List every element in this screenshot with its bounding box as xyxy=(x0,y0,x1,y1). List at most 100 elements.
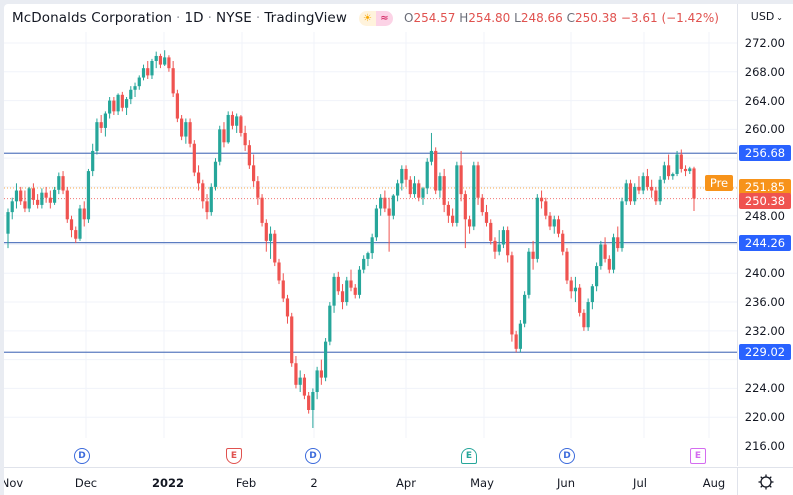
candle[interactable] xyxy=(446,201,450,223)
candle[interactable] xyxy=(167,55,171,72)
candle[interactable] xyxy=(383,190,387,213)
candle[interactable] xyxy=(116,93,120,115)
candle[interactable] xyxy=(425,158,429,195)
candle[interactable] xyxy=(459,150,463,202)
candle[interactable] xyxy=(645,168,650,191)
candle[interactable] xyxy=(44,186,48,203)
candle[interactable] xyxy=(544,197,548,220)
candle[interactable] xyxy=(213,158,218,191)
candle[interactable] xyxy=(366,251,370,267)
candle[interactable] xyxy=(129,86,133,105)
candle[interactable] xyxy=(455,161,459,227)
candle[interactable] xyxy=(484,204,489,227)
candle[interactable] xyxy=(658,176,662,205)
market-status[interactable]: ☀ ≈ xyxy=(358,10,393,26)
earnings-event-icon[interactable]: E xyxy=(226,448,242,464)
candle[interactable] xyxy=(137,75,141,90)
candle[interactable] xyxy=(662,161,666,184)
candle[interactable] xyxy=(307,392,311,414)
candle[interactable] xyxy=(243,125,247,151)
candle[interactable] xyxy=(573,276,578,303)
candle[interactable] xyxy=(379,194,383,216)
candle[interactable] xyxy=(298,370,302,393)
candle[interactable] xyxy=(226,111,230,144)
candle[interactable] xyxy=(421,186,425,205)
candle[interactable] xyxy=(412,176,417,198)
candle[interactable] xyxy=(675,150,679,177)
candle[interactable] xyxy=(57,172,61,195)
candle[interactable] xyxy=(23,190,27,213)
candle[interactable] xyxy=(467,215,472,234)
candle[interactable] xyxy=(120,91,124,112)
candle[interactable] xyxy=(535,194,539,263)
candle[interactable] xyxy=(65,186,69,223)
candle[interactable] xyxy=(328,302,332,346)
candle[interactable] xyxy=(36,194,40,209)
candle[interactable] xyxy=(171,60,175,97)
currency-selector[interactable]: USD ⌄ xyxy=(750,10,783,23)
candle[interactable] xyxy=(514,330,518,353)
candle[interactable] xyxy=(95,118,99,155)
candle[interactable] xyxy=(103,111,107,137)
candle[interactable] xyxy=(595,262,599,292)
candle[interactable] xyxy=(196,165,201,191)
candle[interactable] xyxy=(323,338,328,382)
candle[interactable] xyxy=(6,208,10,249)
candle[interactable] xyxy=(345,276,349,306)
candle[interactable] xyxy=(247,140,251,169)
sun-icon[interactable]: ☀ xyxy=(358,10,376,26)
candle[interactable] xyxy=(340,284,345,310)
candle[interactable] xyxy=(472,161,476,231)
candle[interactable] xyxy=(523,291,527,328)
candlestick-plot[interactable] xyxy=(4,4,737,438)
candle[interactable] xyxy=(141,64,146,81)
candle[interactable] xyxy=(290,312,294,367)
candle[interactable] xyxy=(624,179,628,205)
candle[interactable] xyxy=(438,172,442,198)
candle[interactable] xyxy=(112,96,116,115)
candle[interactable] xyxy=(180,114,184,141)
candle[interactable] xyxy=(497,230,501,256)
candle[interactable] xyxy=(391,194,395,220)
candle[interactable] xyxy=(82,201,86,227)
candle[interactable] xyxy=(362,255,366,274)
candle[interactable] xyxy=(582,309,586,331)
candle[interactable] xyxy=(637,176,641,195)
candle[interactable] xyxy=(692,166,696,211)
candle[interactable] xyxy=(273,230,277,267)
candle[interactable] xyxy=(311,388,315,428)
candle[interactable] xyxy=(671,172,675,180)
candle[interactable] xyxy=(616,226,620,252)
candle[interactable] xyxy=(552,215,556,234)
candle[interactable] xyxy=(603,237,607,263)
candle[interactable] xyxy=(239,114,243,137)
candle[interactable] xyxy=(501,226,506,249)
candle[interactable] xyxy=(315,366,319,400)
candle[interactable] xyxy=(417,179,421,202)
candle[interactable] xyxy=(163,50,167,67)
candle[interactable] xyxy=(61,171,65,195)
candle[interactable] xyxy=(548,212,552,231)
candle[interactable] xyxy=(633,183,637,205)
candle[interactable] xyxy=(146,60,150,79)
candle[interactable] xyxy=(357,266,362,299)
candle[interactable] xyxy=(404,165,408,187)
candle[interactable] xyxy=(52,186,57,205)
candle[interactable] xyxy=(489,219,493,245)
candle[interactable] xyxy=(654,186,658,205)
candle[interactable] xyxy=(14,183,19,209)
candle[interactable] xyxy=(31,183,36,205)
candle[interactable] xyxy=(158,53,163,69)
candle[interactable] xyxy=(78,204,82,241)
candle[interactable] xyxy=(476,161,480,205)
candle[interactable] xyxy=(281,273,285,303)
candle[interactable] xyxy=(252,154,256,187)
earnings-event-icon[interactable]: E xyxy=(461,448,477,464)
candle[interactable] xyxy=(91,143,95,177)
candle[interactable] xyxy=(150,58,154,79)
price-axis[interactable]: USD ⌄ 272.00 268.00 264.00 260.00 248.00 240.0… xyxy=(737,4,793,466)
candle[interactable] xyxy=(175,89,179,123)
candle[interactable] xyxy=(641,172,645,195)
candle[interactable] xyxy=(556,215,561,238)
candle[interactable] xyxy=(666,154,671,180)
